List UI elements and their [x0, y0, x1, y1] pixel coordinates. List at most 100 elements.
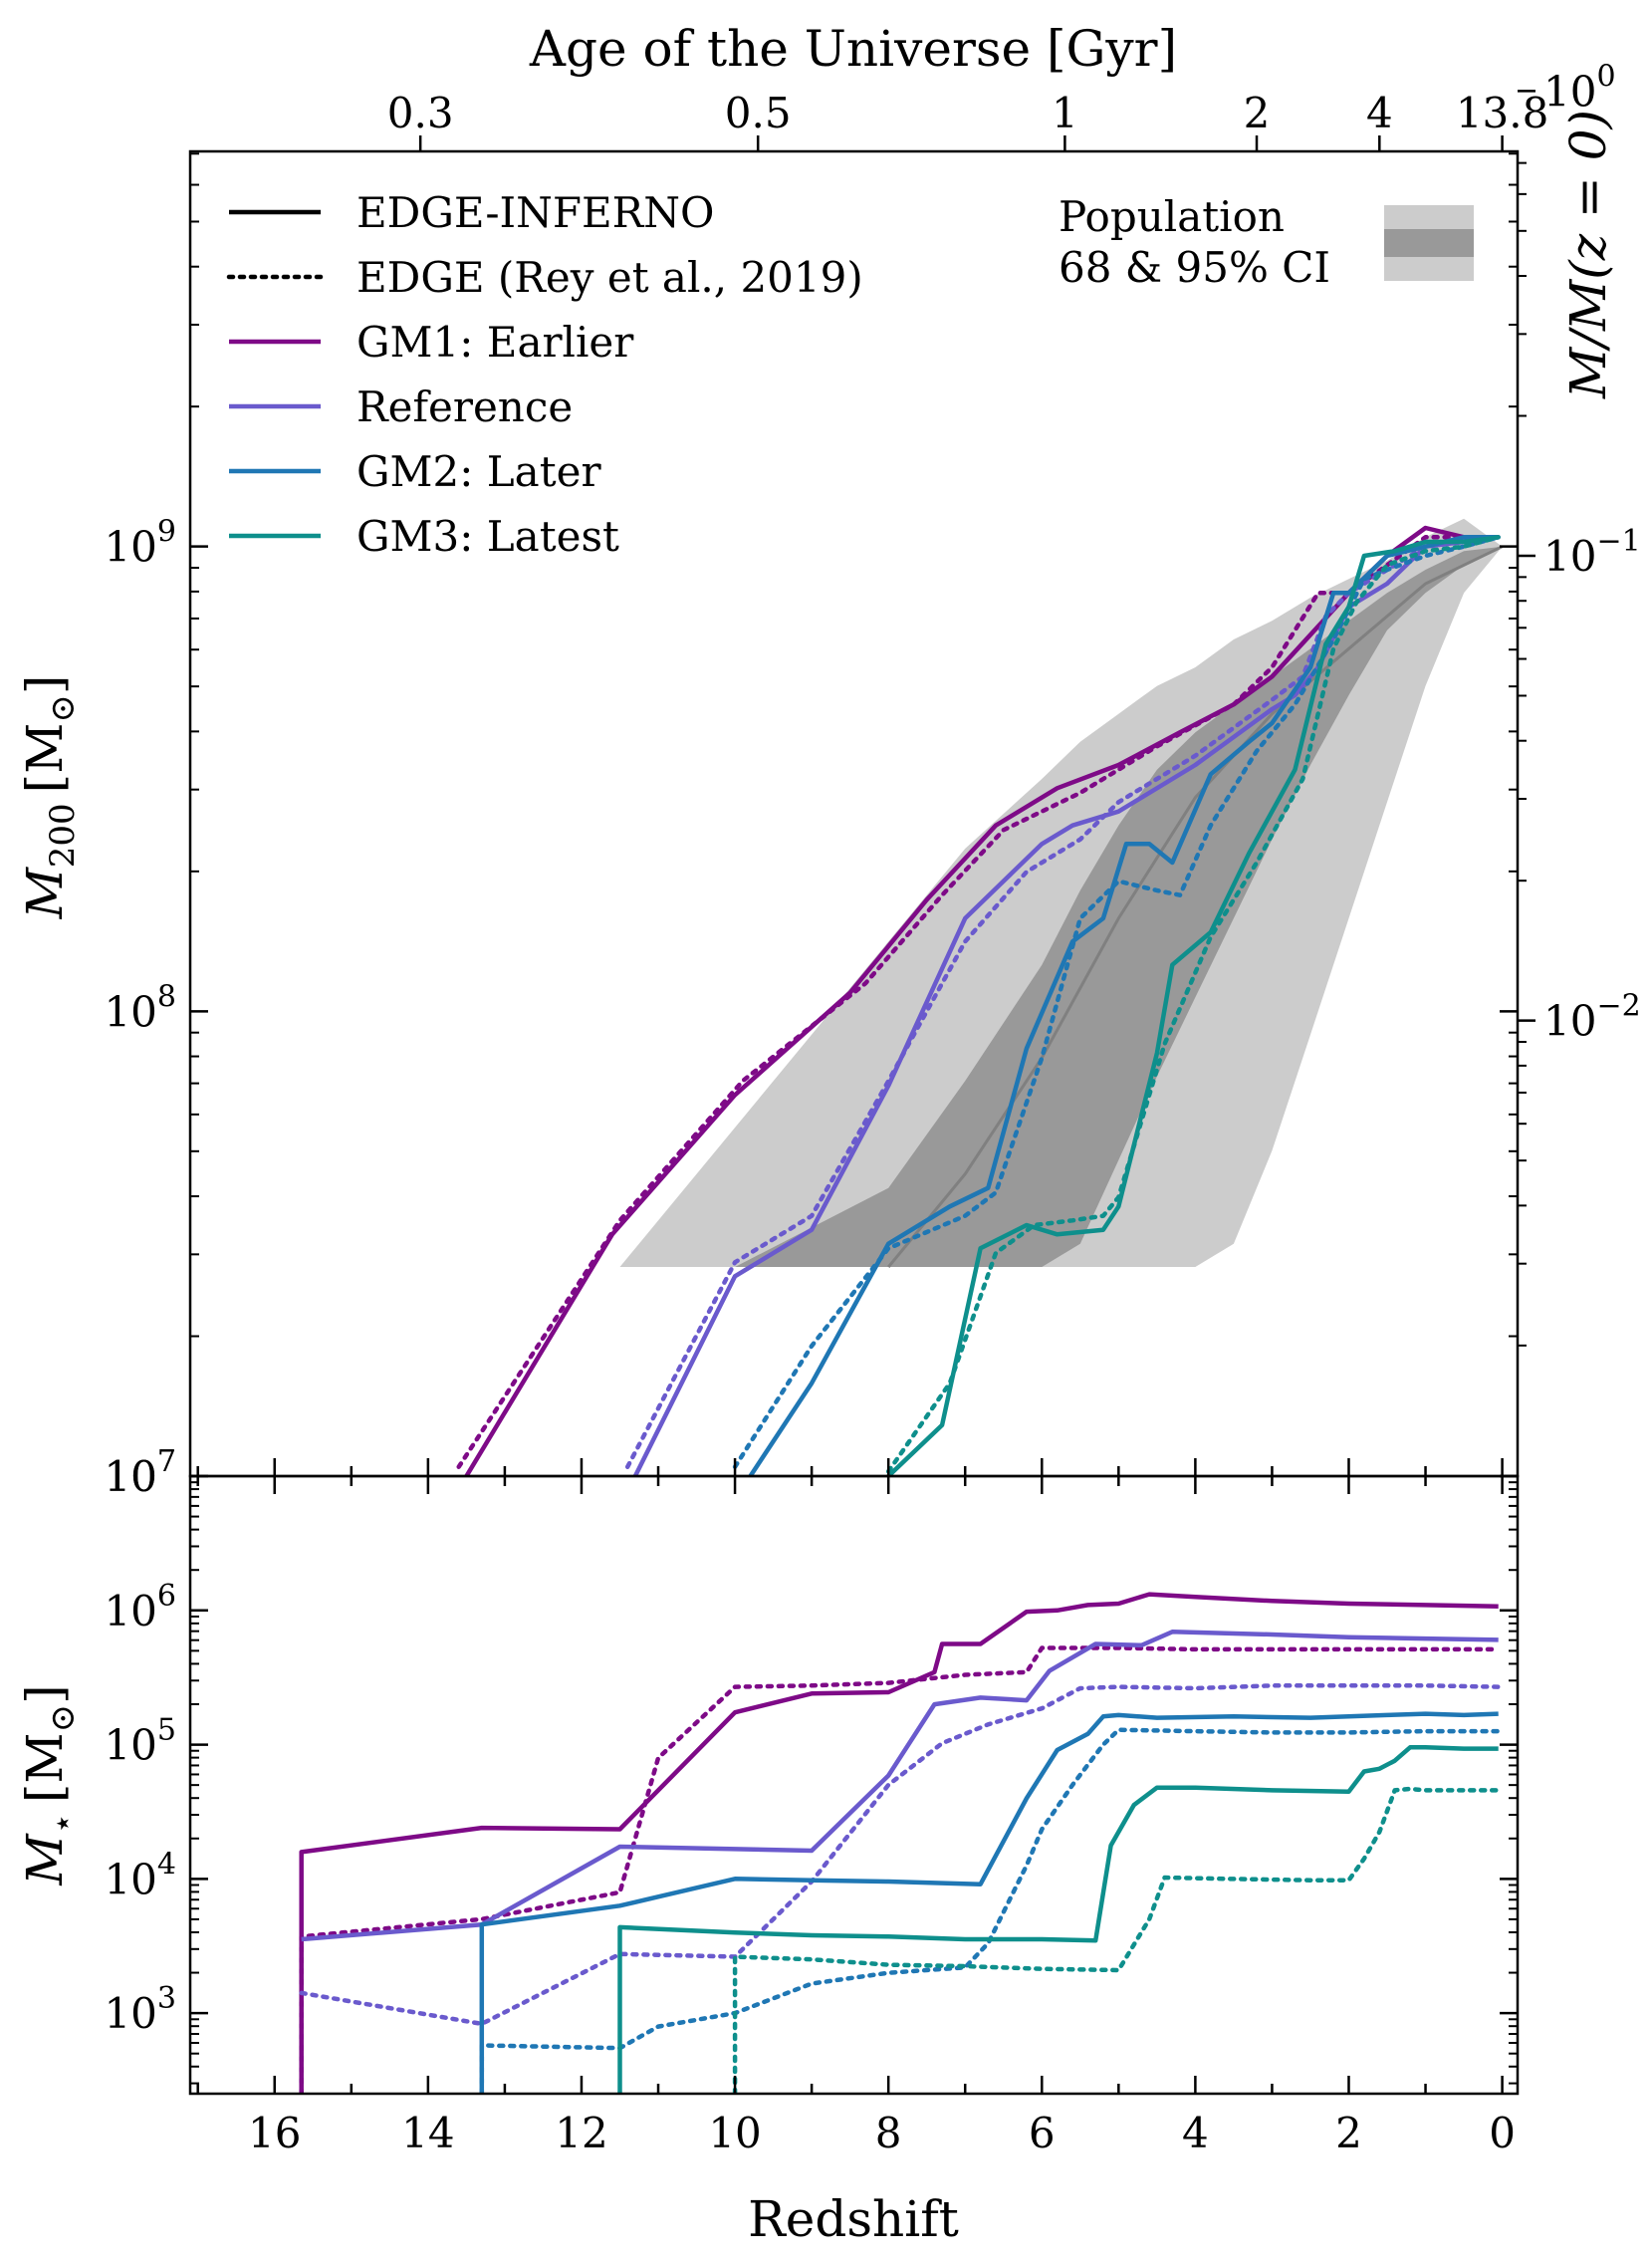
top-y-tick-base: 10: [104, 523, 156, 572]
top-y-tick-exponent: 9: [157, 515, 176, 550]
age-tick-label: 2: [1244, 89, 1271, 137]
age-tick-label: 13.8: [1456, 89, 1549, 137]
top-axis-label: Age of the Universe [Gyr]: [529, 20, 1177, 78]
right-tick-label: 10−1: [1543, 524, 1641, 581]
right-tick-base: 10: [1543, 67, 1596, 116]
top-y-tick-label: 109: [104, 515, 176, 572]
top-y-label-unit-subscript: ⊙: [43, 694, 83, 723]
x-tick-label: 14: [401, 2109, 454, 2157]
population-median-line: [887, 545, 1504, 1268]
bottom-y-label-unit-subscript: ⊙: [43, 1704, 83, 1733]
bottom-y-tick-label: 103: [104, 1981, 176, 2038]
right-y-label: M/M(z = 0): [1559, 110, 1617, 399]
top-gm3-latest-dotted-line: [885, 535, 1501, 1474]
bottom-y-label: M⋆ [M⊙]: [16, 1684, 83, 1886]
x-tick-label: 10: [708, 2109, 761, 2157]
top-y-tick-base: 10: [104, 987, 156, 1036]
right-tick-base: 10: [1543, 532, 1596, 581]
legend-label-edge-inferno: EDGE-INFERNO: [356, 188, 714, 237]
top-reference-solid-line: [632, 535, 1500, 1476]
bottom-y-tick-exponent: 3: [157, 1981, 176, 2016]
bottom-gm2-later-solid-line: [479, 1711, 1499, 2094]
bottom-y-tick-label: 107: [104, 1444, 176, 1501]
right-tick-label: 100: [1543, 59, 1616, 116]
bottom-gm1-earlier-solid-line: [299, 1592, 1499, 2094]
bottom-y-tick-exponent: 6: [157, 1579, 176, 1614]
right-tick-label: 10−2: [1543, 989, 1641, 1046]
x-tick-label: 6: [1029, 2109, 1056, 2157]
bottom-y-tick-base: 10: [104, 1721, 156, 1770]
population-label-1: Population: [1059, 192, 1285, 241]
top-y-label-subscript: 200: [43, 803, 83, 868]
bottom-reference-solid-line: [301, 1630, 1499, 1942]
right-tick-exponent: 0: [1596, 59, 1615, 94]
right-tick-exponent: −1: [1596, 524, 1640, 559]
legend-label-gm3-latest: GM3: Latest: [356, 512, 619, 561]
top-gm2-later-dotted-line: [732, 535, 1501, 1469]
bottom-y-tick-exponent: 7: [157, 1444, 176, 1479]
top-gm3-latest-solid-line: [886, 535, 1500, 1476]
top-y-label-close: ]: [16, 675, 74, 695]
bottom-y-tick-exponent: 4: [157, 1847, 176, 1882]
population-label-2: 68 & 95% CI: [1059, 243, 1330, 292]
bottom-y-tick-label: 106: [104, 1579, 176, 1635]
bottom-y-label-symbol: M: [16, 1833, 74, 1887]
x-tick-label: 2: [1335, 2109, 1362, 2157]
top-y-tick-exponent: 7: [157, 1444, 176, 1479]
bottom-gm1-earlier-dotted-line: [299, 1645, 1501, 2094]
x-tick-label: 8: [875, 2109, 902, 2157]
bottom-y-tick-base: 10: [104, 1989, 156, 2038]
bottom-y-tick-label: 104: [104, 1847, 176, 1903]
bottom-y-tick-exponent: 5: [157, 1713, 176, 1748]
bottom-y-tick-base: 10: [104, 1855, 156, 1903]
legend-label-edge-rey-et-al-2019: EDGE (Rey et al., 2019): [356, 253, 863, 302]
top-y-tick-label: 108: [104, 979, 176, 1036]
bottom-y-tick-label: 105: [104, 1713, 176, 1770]
bottom-gm3-latest-solid-line: [617, 1745, 1499, 2094]
bottom-y-tick-base: 10: [104, 1452, 156, 1501]
population-68-swatch: [1384, 229, 1474, 257]
age-tick-label: 0.5: [725, 89, 792, 137]
right-tick-base: 10: [1543, 997, 1596, 1046]
top-reference-dotted-line: [624, 535, 1501, 1469]
population-legend: Population 68 & 95% CI: [1059, 192, 1474, 292]
bottom-gm3-latest-dotted-line: [732, 1786, 1501, 2094]
x-tick-label: 4: [1182, 2109, 1209, 2157]
population-68-band: [297, 546, 1503, 1267]
bottom-y-tick-base: 10: [104, 1587, 156, 1635]
legend: EDGE-INFERNO EDGE (Rey et al., 2019) GM1: …: [226, 188, 863, 561]
age-tick-label: 0.3: [387, 89, 454, 137]
top-gm2-later-solid-line: [748, 535, 1499, 1476]
x-tick-label: 12: [555, 2109, 607, 2157]
top-y-tick-exponent: 8: [157, 979, 176, 1014]
bottom-plot-frame: [188, 1474, 1520, 2096]
legend-label-reference: Reference: [356, 382, 573, 431]
bottom-y-label-unit: [M: [16, 1732, 74, 1803]
x-tick-label: 0: [1489, 2109, 1516, 2157]
top-y-tick-base: 10: [104, 1452, 156, 1501]
top-y-label: M200 [M⊙]: [16, 675, 83, 920]
bottom-reference-dotted-line: [299, 1683, 1501, 2027]
x-tick-label: 16: [248, 2109, 301, 2157]
population-band: [297, 518, 1504, 1268]
top-x-tickmarks: [196, 1458, 1504, 1476]
legend-label-gm2-later: GM2: Later: [356, 447, 601, 496]
age-tick-label: 1: [1052, 89, 1078, 137]
legend-label-gm1-earlier: GM1: Earlier: [356, 318, 634, 367]
age-axis-ticks: 0.3 0.5 1 2 4 13.8: [387, 89, 1549, 151]
top-y-label-unit: [M: [16, 723, 74, 794]
age-tick-label: 4: [1366, 89, 1393, 137]
x-axis-label: Redshift: [748, 2190, 959, 2248]
right-tick-exponent: −2: [1596, 989, 1640, 1024]
bottom-gm2-later-dotted-line: [479, 1727, 1501, 2094]
top-y-label-symbol: M: [16, 866, 74, 919]
top-y-tick-label: 107: [104, 1444, 176, 1501]
bottom-series-group: [299, 1592, 1501, 2094]
population-95-band: [297, 518, 1503, 1267]
